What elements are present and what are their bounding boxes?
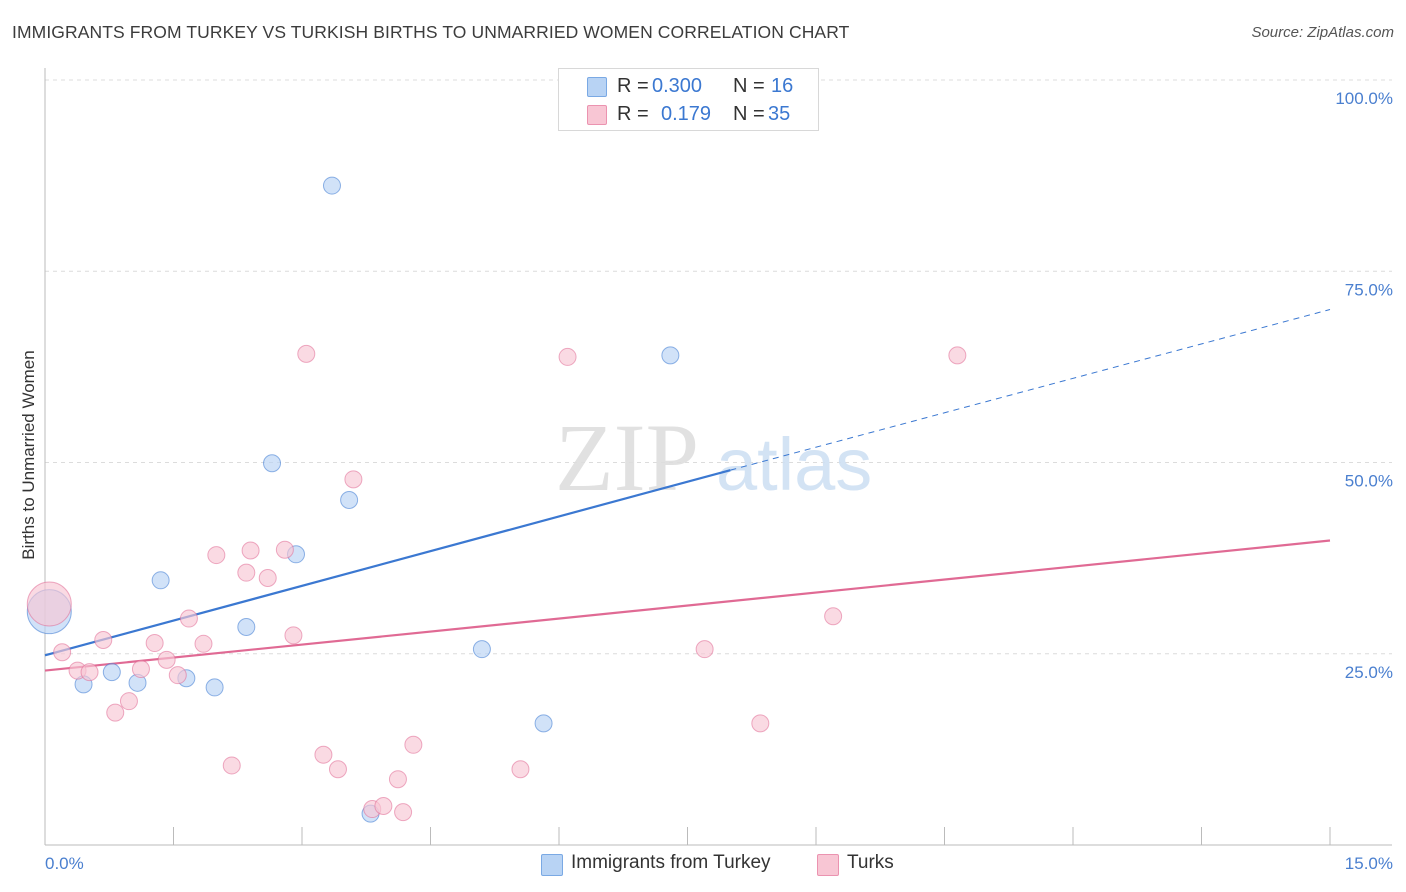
- point-immigrants-from-turkey: [205, 678, 224, 697]
- trend-line-immigrants-from-turkey: [44, 469, 731, 657]
- point-turks: [26, 581, 72, 627]
- point-turks: [558, 347, 577, 366]
- point-turks: [824, 607, 843, 626]
- point-immigrants-from-turkey: [661, 346, 680, 365]
- point-immigrants-from-turkey: [263, 454, 282, 473]
- point-turks: [106, 703, 125, 722]
- watermark-atlas: atlas: [716, 423, 872, 506]
- point-turks: [237, 563, 256, 582]
- bottom-legend-label: Immigrants from Turkey: [571, 852, 771, 873]
- point-immigrants-from-turkey: [472, 640, 491, 659]
- point-turks: [131, 660, 150, 679]
- point-turks: [404, 735, 423, 754]
- x-tick-label: 0.0%: [45, 854, 84, 873]
- y-tick-label: 100.0%: [1335, 89, 1393, 108]
- y-tick-label: 75.0%: [1345, 280, 1393, 299]
- legend-swatch-pink: [587, 105, 607, 125]
- x-tick-label: 15.0%: [1345, 854, 1393, 873]
- trend-line-turks: [44, 539, 1331, 672]
- point-turks: [222, 756, 241, 775]
- bottom-legend-label: Turks: [847, 852, 894, 873]
- point-turks: [207, 546, 226, 565]
- point-turks: [511, 760, 530, 779]
- source-label: Source: ZipAtlas.com: [1251, 24, 1394, 41]
- x-tick-labels: 0.0% 15.0%: [45, 854, 1393, 873]
- point-turks: [695, 640, 714, 659]
- point-turks: [241, 541, 260, 560]
- y-axis-label: Births to Unmarried Women: [19, 350, 38, 559]
- point-turks: [388, 770, 407, 789]
- axes: [44, 68, 1392, 846]
- point-immigrants-from-turkey: [102, 663, 121, 682]
- legend: R = 0.300 N = 16 R = 0.179 N = 35: [558, 68, 819, 131]
- point-turks: [258, 569, 277, 588]
- y-tick-label: 50.0%: [1345, 472, 1393, 491]
- watermark-zip: ZIP: [555, 404, 699, 511]
- point-turks: [194, 634, 213, 653]
- bottom-legend-swatch-pink: [817, 854, 839, 876]
- point-turks: [328, 760, 347, 779]
- point-turks: [145, 634, 164, 653]
- point-turks: [94, 630, 113, 649]
- legend-r-value: 0.300: [652, 74, 703, 97]
- point-turks: [948, 346, 967, 365]
- point-immigrants-from-turkey: [151, 571, 170, 590]
- bottom-legend-swatch-blue: [541, 854, 563, 876]
- legend-swatch-blue: [587, 77, 607, 97]
- point-turks: [284, 626, 303, 645]
- point-turks: [344, 470, 363, 489]
- point-turks: [394, 803, 413, 822]
- trend-line-extension: [730, 309, 1331, 471]
- legend-n-value: 16: [771, 74, 794, 97]
- legend-r-label: R =: [617, 102, 649, 125]
- point-turks: [80, 663, 99, 682]
- point-immigrants-from-turkey: [237, 617, 256, 636]
- point-turks: [275, 540, 294, 559]
- legend-r-label: R =: [617, 74, 649, 97]
- point-immigrants-from-turkey: [322, 176, 341, 195]
- legend-n-label: N =: [733, 74, 765, 97]
- point-turks: [53, 643, 72, 662]
- point-turks: [751, 714, 770, 733]
- legend-n-value: 35: [768, 102, 791, 125]
- legend-r-value: 0.179: [661, 102, 712, 125]
- point-immigrants-from-turkey: [534, 714, 553, 733]
- watermark: ZIP atlas: [555, 404, 872, 511]
- chart-title: IMMIGRANTS FROM TURKEY VS TURKISH BIRTHS…: [12, 22, 850, 42]
- trend-lines: [44, 309, 1331, 672]
- point-turks: [374, 796, 393, 815]
- point-immigrants-from-turkey: [340, 490, 359, 509]
- point-turks: [297, 344, 316, 363]
- data-points: [26, 176, 967, 823]
- point-turks: [119, 692, 138, 711]
- y-tick-label: 25.0%: [1345, 663, 1393, 682]
- point-turks: [179, 609, 198, 628]
- point-turks: [168, 666, 187, 685]
- legend-n-label: N =: [733, 102, 765, 125]
- point-turks: [314, 745, 333, 764]
- y-tick-labels: 25.0% 50.0% 75.0% 100.0%: [1335, 89, 1393, 682]
- point-turks: [157, 650, 176, 669]
